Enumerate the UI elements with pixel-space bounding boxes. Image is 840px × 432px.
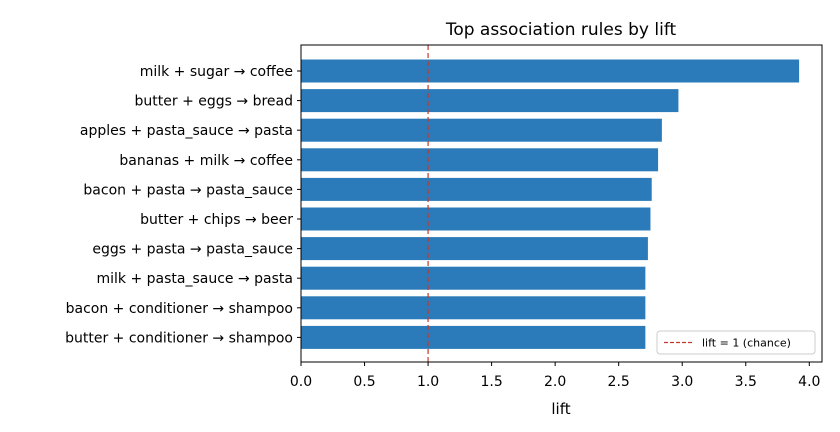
bar-3 (301, 148, 659, 172)
x-tick-label: 0.0 (290, 374, 312, 390)
bar-8 (301, 296, 646, 320)
x-ticks: 0.0 0.5 1.0 1.5 2.0 2.5 3.0 3.5 4.0 (290, 362, 820, 390)
bar-2 (301, 118, 662, 142)
y-tick-label: bananas + milk → coffee (119, 153, 293, 169)
x-tick-label: 0.5 (353, 374, 375, 390)
x-tick-label: 4.0 (798, 374, 820, 390)
bar-4 (301, 177, 652, 201)
bar-1 (301, 89, 679, 113)
bar-7 (301, 266, 646, 290)
y-tick-label: bacon + pasta → pasta_sauce (83, 182, 293, 198)
y-tick-label: apples + pasta_sauce → pasta (80, 123, 293, 139)
x-tick-label: 1.0 (417, 374, 439, 390)
y-tick-label: milk + sugar → coffee (140, 64, 293, 80)
chart-title: Top association rules by lift (445, 20, 677, 40)
bar-6 (301, 237, 648, 261)
legend-box (656, 330, 816, 355)
bar-5 (301, 207, 651, 231)
x-tick-label: 2.5 (608, 374, 630, 390)
x-axis-label: lift (551, 400, 570, 418)
y-tick-label: butter + chips → beer (140, 212, 293, 228)
x-tick-label: 3.5 (735, 374, 757, 390)
y-tick-label: milk + pasta_sauce → pasta (97, 271, 294, 287)
y-tick-label: butter + eggs → bread (135, 94, 293, 110)
x-tick-label: 1.5 (480, 374, 502, 390)
y-tick-labels: milk + sugar → coffee butter + eggs → bre… (65, 64, 301, 346)
y-tick-label: eggs + pasta → pasta_sauce (92, 242, 293, 258)
legend: lift = 1 (chance) (656, 330, 816, 355)
legend-label: lift = 1 (chance) (702, 337, 791, 350)
x-tick-label: 2.0 (544, 374, 566, 390)
plot-frame (300, 44, 823, 363)
bars-group (301, 59, 800, 349)
y-tick-label: butter + conditioner → shampoo (65, 330, 293, 346)
x-tick-label: 3.0 (671, 374, 693, 390)
bar-9 (301, 325, 646, 349)
bar-0 (301, 59, 800, 83)
y-tick-label: bacon + conditioner → shampoo (66, 301, 293, 317)
